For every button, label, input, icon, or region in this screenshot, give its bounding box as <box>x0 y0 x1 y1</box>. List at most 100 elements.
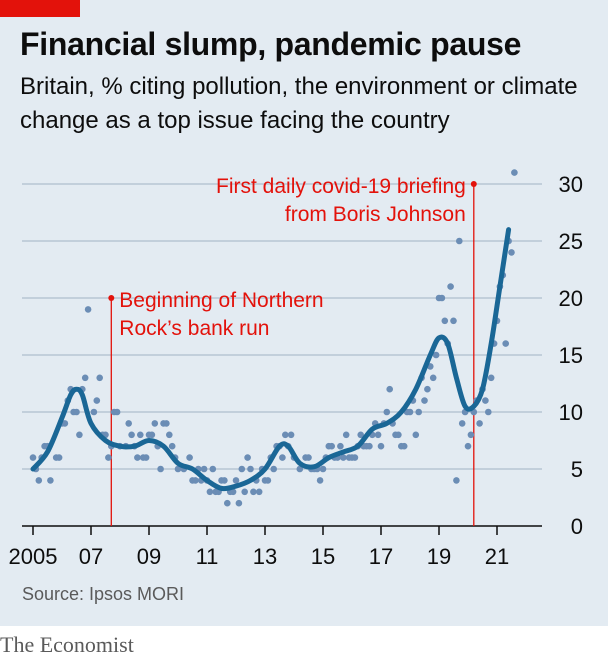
brand-red-tag <box>0 0 80 17</box>
data-point <box>383 408 391 416</box>
data-point <box>487 374 495 382</box>
annotation-marker <box>470 181 477 187</box>
data-point <box>250 488 257 496</box>
chart-subtitle: Britain, % citing pollution, the environ… <box>20 73 578 134</box>
annotation-text: Rock’s bank run <box>119 317 269 340</box>
data-point <box>429 374 437 382</box>
data-point <box>157 465 164 473</box>
data-point <box>125 420 132 427</box>
data-point <box>270 465 278 473</box>
data-point <box>232 477 240 484</box>
y-tick-label: 30 <box>559 172 583 197</box>
y-tick-label: 10 <box>559 400 583 425</box>
data-point <box>458 420 466 427</box>
data-point <box>235 499 243 507</box>
data-point <box>485 408 492 416</box>
x-tick-label: 17 <box>369 544 393 569</box>
x-tick-label: 07 <box>79 544 103 569</box>
y-tick-label: 5 <box>571 457 583 482</box>
data-point <box>244 454 251 461</box>
data-point <box>432 351 440 359</box>
data-point <box>247 465 254 473</box>
data-point <box>264 477 272 484</box>
data-point <box>221 477 228 484</box>
data-point <box>450 317 457 325</box>
data-point <box>447 283 454 290</box>
data-point <box>166 431 173 439</box>
x-tick-label: 11 <box>196 544 219 569</box>
annotation-text: from Boris Johnson <box>285 203 466 226</box>
data-point <box>464 442 472 450</box>
data-point <box>224 499 231 507</box>
x-tick-label: 13 <box>253 544 277 569</box>
data-point <box>340 454 347 461</box>
data-point <box>282 431 289 439</box>
data-point <box>508 249 515 256</box>
data-point <box>55 454 63 461</box>
data-point <box>142 454 150 461</box>
data-point <box>415 408 423 416</box>
data-point <box>47 477 54 484</box>
data-point <box>316 477 324 484</box>
data-point <box>186 454 193 461</box>
data-point <box>35 477 43 484</box>
data-point <box>467 431 475 439</box>
data-point <box>84 306 92 313</box>
data-point <box>374 431 382 439</box>
data-point <box>206 488 214 496</box>
data-point <box>502 340 510 347</box>
data-point <box>453 477 460 484</box>
data-point <box>395 431 402 439</box>
data-point <box>151 420 159 427</box>
data-point <box>421 397 428 404</box>
data-point <box>482 397 489 404</box>
data-point <box>61 420 69 427</box>
data-point <box>137 431 144 439</box>
data-point <box>441 317 449 325</box>
data-point <box>366 442 373 450</box>
data-point <box>287 431 295 439</box>
data-point <box>456 237 463 245</box>
data-point <box>511 169 518 176</box>
data-point <box>424 385 431 393</box>
data-point <box>351 454 359 461</box>
y-tick-label: 20 <box>559 286 583 311</box>
annotation-marker <box>108 295 115 301</box>
data-point <box>377 442 385 450</box>
x-tick-label: 2005 <box>9 544 58 569</box>
data-point <box>134 454 141 461</box>
data-point <box>305 454 312 461</box>
data-point <box>209 465 217 473</box>
data-point <box>105 454 112 461</box>
data-point <box>400 442 408 450</box>
data-point <box>174 465 182 473</box>
data-point <box>148 431 156 439</box>
x-tick-label: 15 <box>311 544 335 569</box>
data-point <box>76 431 83 439</box>
data-point <box>406 408 414 416</box>
trend-line <box>30 227 512 492</box>
data-point <box>328 442 336 450</box>
chart-plot: 0 5 10 15 20 25 30 2005 07 09 11 13 15 17 19 21 Beginnin… <box>9 169 583 569</box>
y-tick-label: 0 <box>571 514 583 539</box>
data-point <box>337 442 344 450</box>
y-tick-label: 15 <box>559 343 583 368</box>
data-point <box>255 488 263 496</box>
annotation-text: First daily covid-19 briefing <box>216 175 466 198</box>
y-tick-label: 25 <box>559 229 583 254</box>
data-point <box>128 431 135 439</box>
data-point <box>438 294 446 302</box>
data-point <box>192 477 199 484</box>
data-point <box>319 465 327 473</box>
data-point <box>241 488 248 496</box>
data-point <box>357 431 365 439</box>
data-point <box>168 442 176 450</box>
source-note: Source: Ipsos MORI <box>22 584 185 604</box>
annotation-text: Beginning of Northern <box>119 289 323 312</box>
data-point <box>113 408 121 416</box>
data-point <box>412 431 420 439</box>
data-point <box>73 408 80 416</box>
data-point <box>476 420 483 427</box>
data-point <box>163 420 170 427</box>
data-point <box>200 465 208 473</box>
